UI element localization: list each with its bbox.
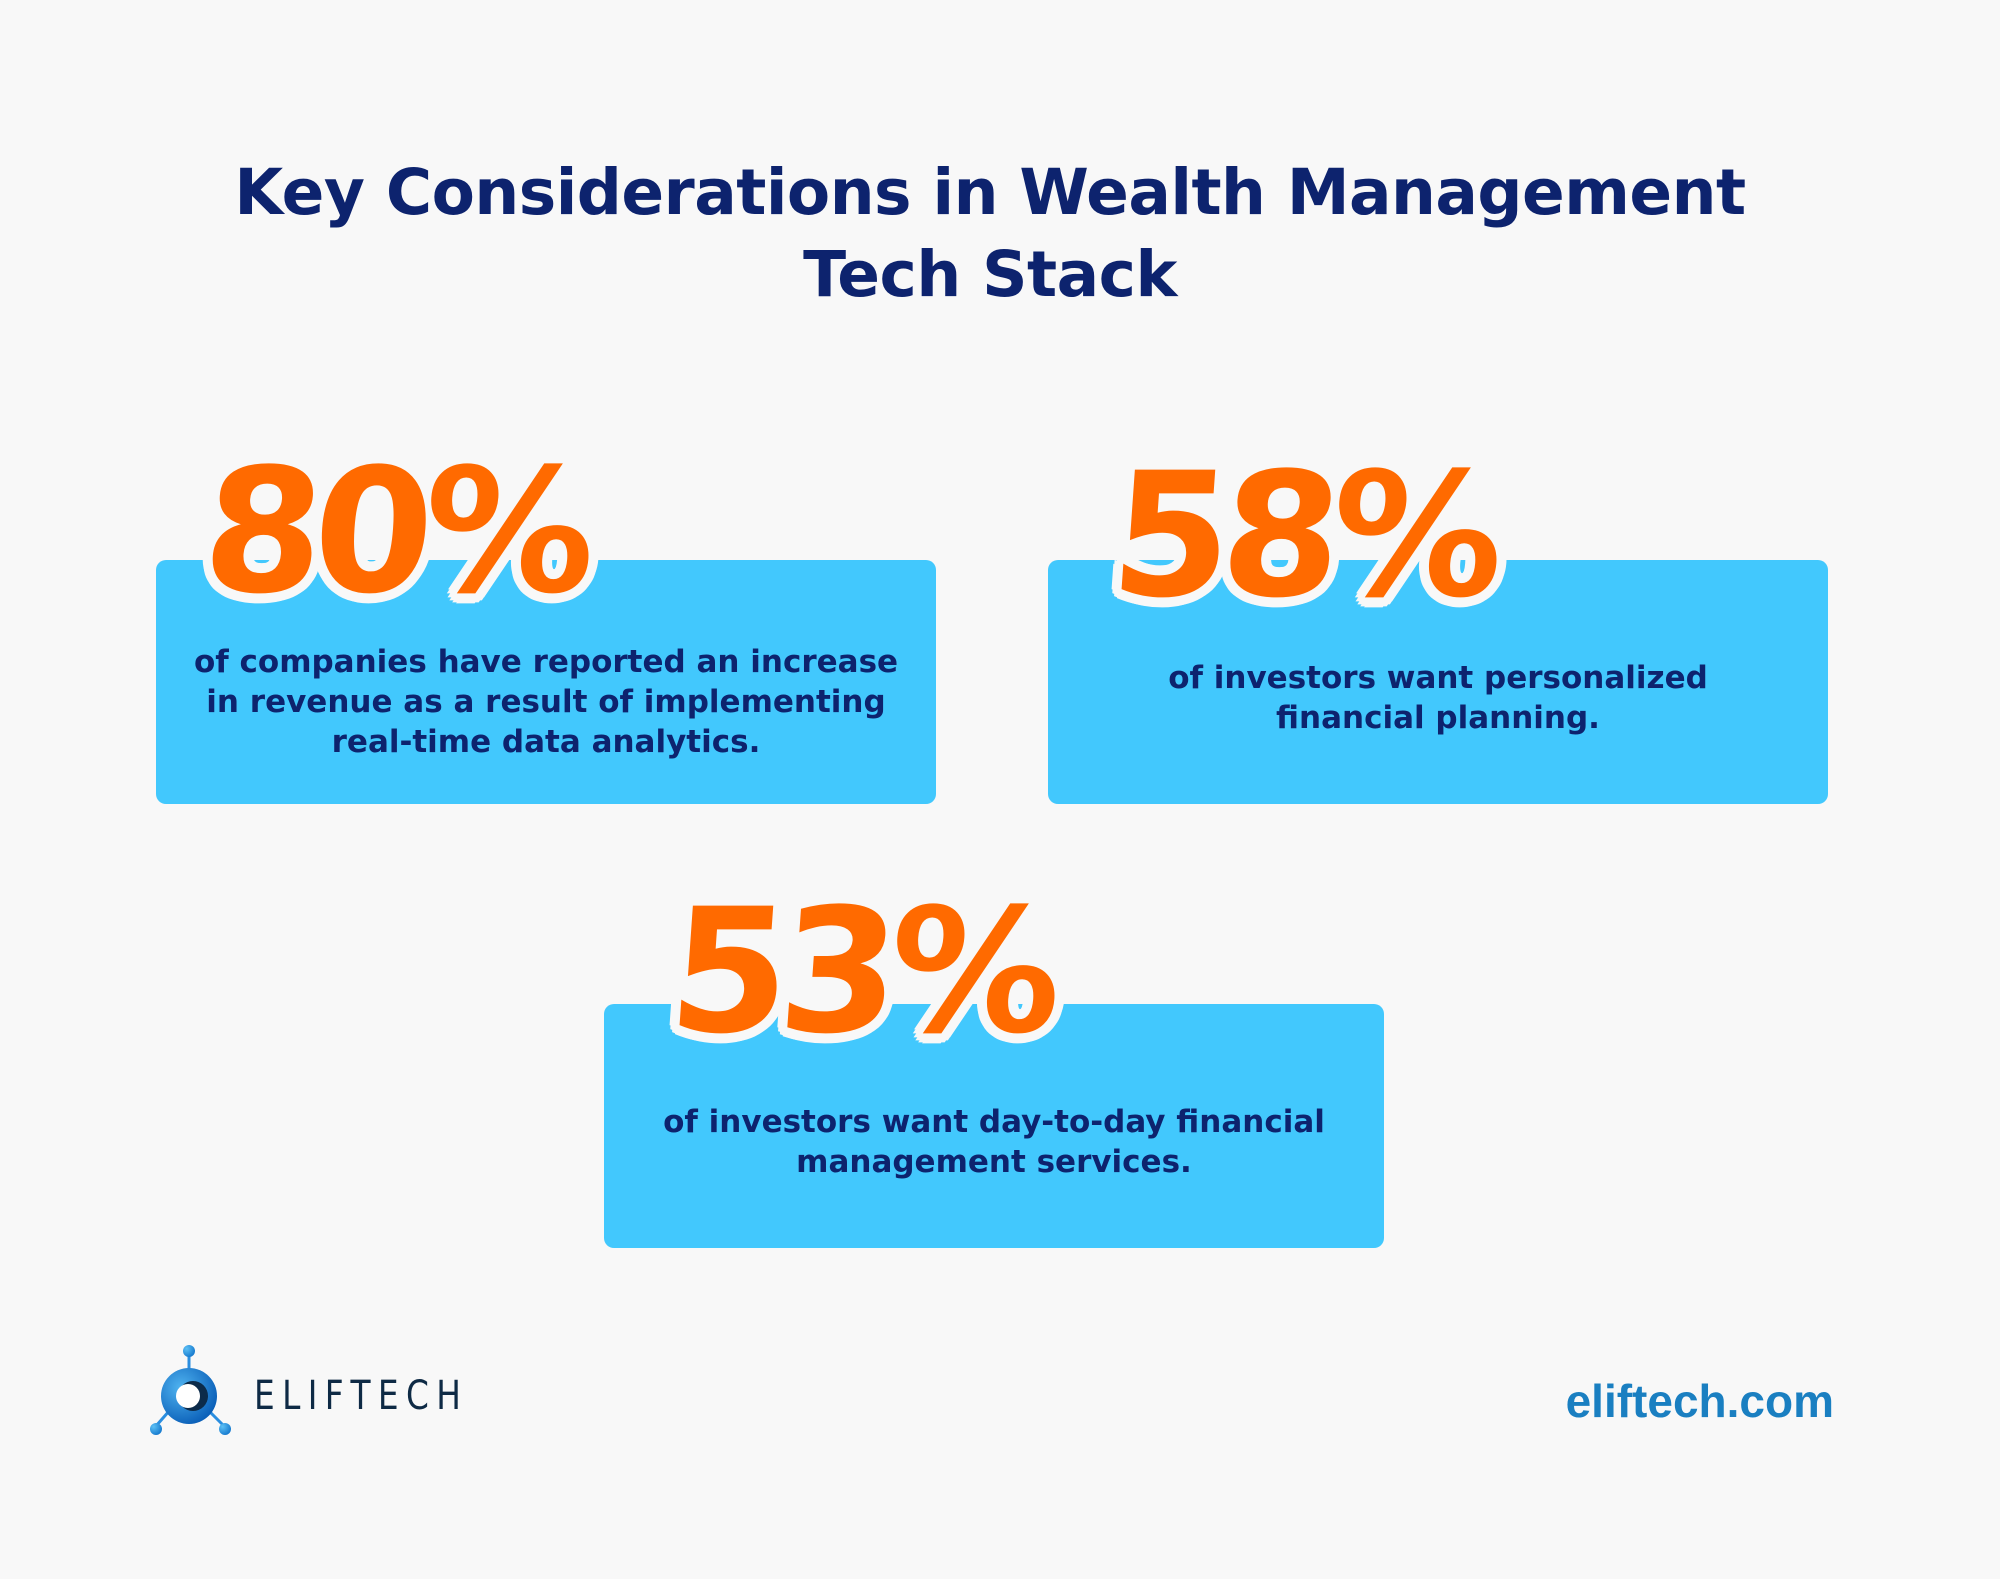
desc-line: in revenue as a result of implementing: [206, 684, 886, 720]
desc-line: of investors want day-to-day financial: [663, 1104, 1325, 1140]
stat-description: of companies have reported an increase i…: [156, 642, 936, 762]
stat-value-53: 53%: [663, 871, 1059, 1072]
eliftech-logo[interactable]: ELIFTECH: [150, 1344, 515, 1440]
logo-wordmark: ELIFTECH: [254, 1373, 469, 1419]
stat-description: of investors want day-to-day financial m…: [604, 1102, 1384, 1182]
stat-value-80: 80%: [197, 431, 593, 632]
page-title: Key Considerations in Wealth Management …: [0, 152, 1980, 316]
desc-line: financial planning.: [1276, 700, 1600, 736]
eliftech-molecule-icon: [150, 1345, 231, 1435]
desc-line: management services.: [796, 1144, 1192, 1180]
desc-line: of investors want personalized: [1168, 660, 1708, 696]
title-line-2: Tech Stack: [803, 238, 1177, 311]
desc-line: of companies have reported an increase: [193, 644, 899, 680]
stat-card-revenue: of companies have reported an increase i…: [156, 560, 936, 804]
desc-line: real-time data analytics.: [331, 724, 761, 760]
stat-description: of investors want personalized financial…: [1048, 658, 1828, 738]
website-link[interactable]: eliftech.com: [1565, 1375, 1834, 1427]
stat-card-day-to-day-management: of investors want day-to-day financial m…: [604, 1004, 1384, 1248]
stat-value-58: 58%: [1105, 435, 1501, 636]
stat-card-personalized-planning: of investors want personalized financial…: [1048, 560, 1828, 804]
title-line-1: Key Considerations in Wealth Management: [234, 156, 1746, 229]
